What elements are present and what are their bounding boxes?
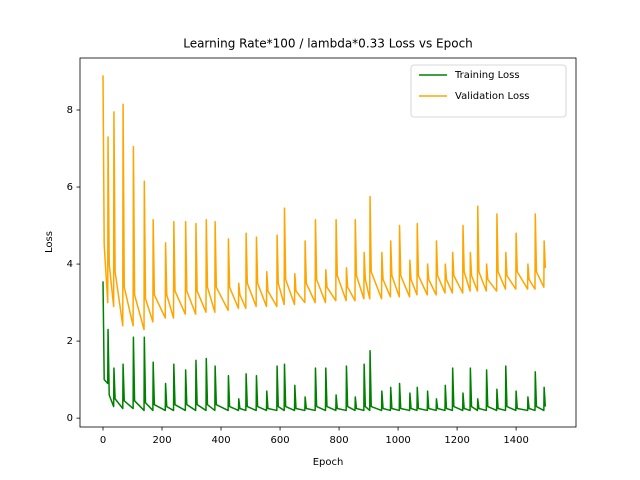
x-tick-label: 1000 <box>385 435 410 446</box>
legend-box <box>410 64 567 118</box>
series-line <box>102 75 547 331</box>
x-tick-label: 1200 <box>444 435 469 446</box>
legend-label: Training Loss <box>454 70 520 81</box>
chart-title: Learning Rate*100 / lambda*0.33 Loss vs … <box>183 37 473 51</box>
axes-frame <box>79 57 577 428</box>
legend-label: Validation Loss <box>455 91 530 102</box>
x-tick-label: 0 <box>100 435 106 446</box>
x-tick-label: 1400 <box>503 435 528 446</box>
y-axis-label: Loss <box>44 231 55 253</box>
y-tick-label: 0 <box>67 413 73 424</box>
x-tick-label: 600 <box>271 435 290 446</box>
y-tick-label: 2 <box>67 336 73 347</box>
y-tick-label: 4 <box>67 259 73 270</box>
y-tick-label: 8 <box>67 105 73 116</box>
x-axis-label: Epoch <box>313 457 344 468</box>
x-tick-label: 800 <box>330 435 349 446</box>
y-tick-label: 6 <box>67 182 73 193</box>
series-line <box>102 281 547 412</box>
x-tick-label: 400 <box>211 435 230 446</box>
x-tick-label: 200 <box>152 435 171 446</box>
